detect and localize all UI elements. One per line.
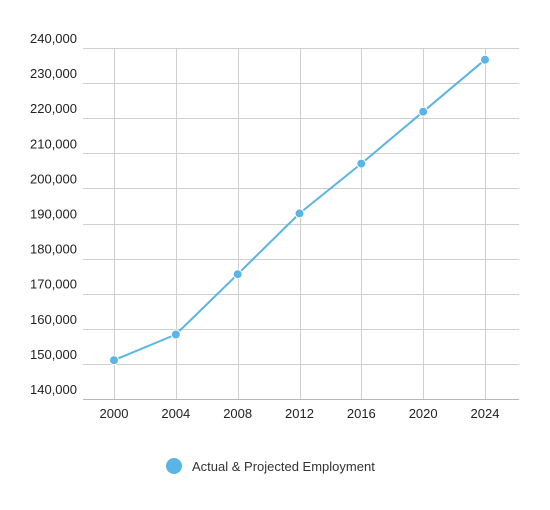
x-tick-label: 2000 — [100, 406, 129, 421]
axes: 140,000 150,000 160,000 170,000 180,000 190,0… — [30, 31, 499, 421]
data-point[interactable] — [418, 106, 429, 117]
x-tick-label: 2024 — [471, 406, 500, 421]
y-tick-label: 190,000 — [30, 207, 77, 222]
data-point[interactable] — [480, 54, 490, 65]
grid — [83, 48, 519, 400]
data-point[interactable] — [294, 208, 305, 219]
y-tick-label: 140,000 — [30, 382, 77, 397]
x-tick-label: 2016 — [347, 406, 376, 421]
data-point[interactable] — [170, 329, 181, 340]
x-tick-label: 2020 — [409, 406, 438, 421]
data-point[interactable] — [109, 355, 119, 366]
data-point[interactable] — [356, 158, 367, 169]
legend: Actual & Projected Employment — [166, 458, 375, 474]
y-tick-label: 170,000 — [30, 277, 77, 292]
y-tick-label: 210,000 — [30, 136, 77, 151]
x-tick-label: 2012 — [285, 406, 314, 421]
y-tick-label: 160,000 — [30, 312, 77, 327]
y-tick-label: 200,000 — [30, 171, 77, 186]
y-tick-label: 180,000 — [30, 242, 77, 257]
y-tick-label: 240,000 — [30, 31, 77, 46]
x-tick-label: 2004 — [161, 406, 190, 421]
y-tick-label: 220,000 — [30, 101, 77, 116]
legend-label[interactable]: Actual & Projected Employment — [192, 459, 375, 474]
data-point[interactable] — [232, 269, 243, 280]
y-tick-label: 230,000 — [30, 66, 77, 81]
series-layer — [109, 54, 490, 366]
x-tick-label: 2008 — [223, 406, 252, 421]
legend-marker[interactable] — [166, 458, 182, 474]
y-tick-label: 150,000 — [30, 347, 77, 362]
